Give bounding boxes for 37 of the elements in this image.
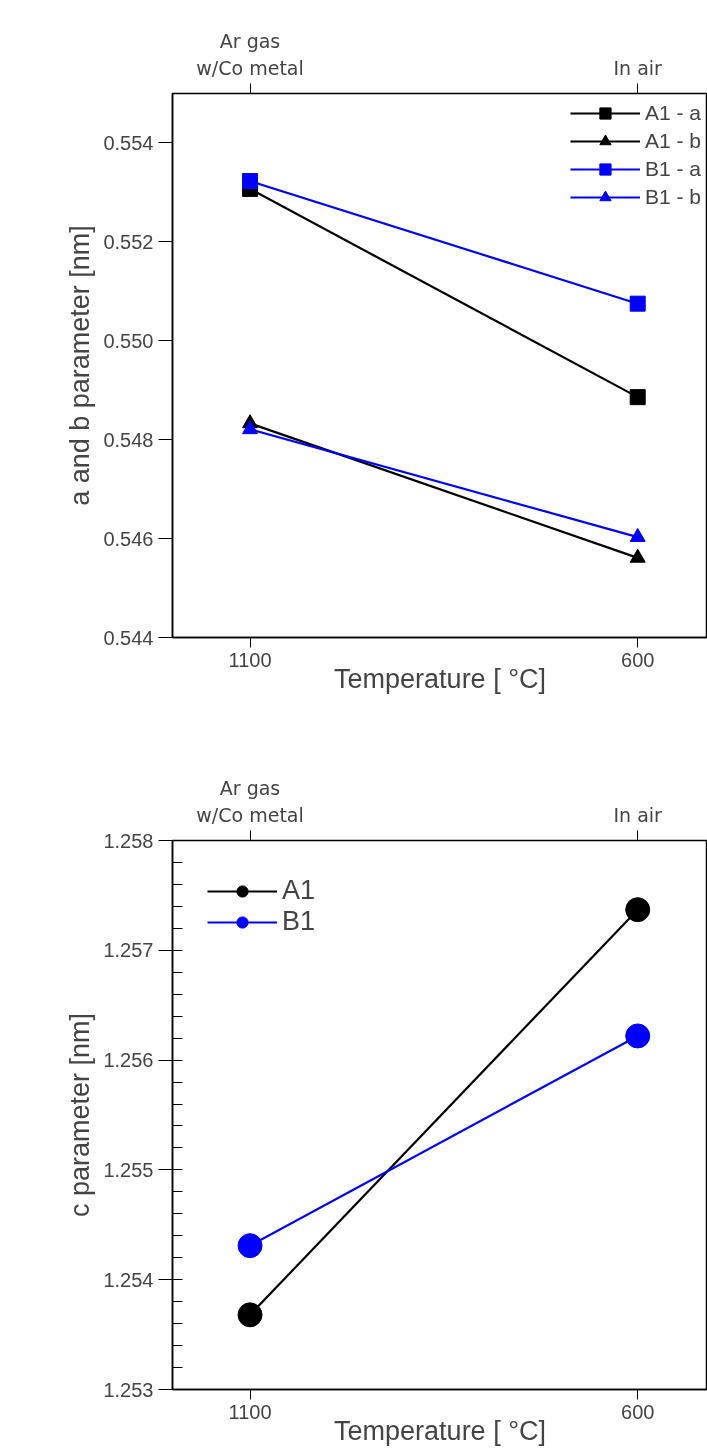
y-tick-label: 1.258 <box>103 829 154 852</box>
legend-label: A1 <box>282 875 316 906</box>
y-tick-label: 1.256 <box>103 1049 154 1072</box>
legend-label: B1 - b <box>644 185 701 209</box>
y-tick-label: 0.550 <box>103 329 154 352</box>
annotation: Ar gas w/Co metal <box>196 777 304 826</box>
annotation: In air <box>613 803 663 826</box>
legend-label: B1 <box>282 906 316 937</box>
legend-label: B1 - a <box>644 157 701 181</box>
legend-label: A1 - a <box>644 101 701 125</box>
x-tick-label: 1100 <box>228 648 272 671</box>
x-axis-title: Temperature [ °C] <box>334 663 546 694</box>
point <box>625 1023 651 1049</box>
x-tick-label: 600 <box>621 1400 655 1423</box>
y-tick-label: 1.255 <box>103 1158 154 1181</box>
point <box>629 389 646 406</box>
y-tick-label: 0.554 <box>103 131 154 154</box>
y-tick-label: 1.254 <box>103 1268 154 1291</box>
x-axis-title: Temperature [ °C] <box>334 1415 546 1446</box>
point <box>237 1233 263 1259</box>
y-tick-label: 1.253 <box>103 1378 154 1401</box>
annotation: Ar gas w/Co metal <box>196 30 304 79</box>
x-tick-label: 600 <box>621 648 655 671</box>
y-tick-label: 1.257 <box>103 939 154 962</box>
y-axis-title: c parameter [nm] <box>65 1012 96 1218</box>
legend-label: A1 - b <box>644 129 701 153</box>
point <box>237 1302 263 1328</box>
y-tick-label: 0.544 <box>103 626 154 649</box>
y-axis-title: a and b parameter [nm] <box>65 225 96 506</box>
annotation: In air <box>613 56 663 79</box>
point <box>629 295 646 312</box>
x-tick-label: 1100 <box>228 1400 272 1423</box>
point <box>625 897 651 923</box>
point <box>242 173 259 190</box>
y-tick-label: 0.552 <box>103 230 154 253</box>
y-tick-label: 0.546 <box>103 527 154 550</box>
y-tick-label: 0.548 <box>103 428 154 451</box>
